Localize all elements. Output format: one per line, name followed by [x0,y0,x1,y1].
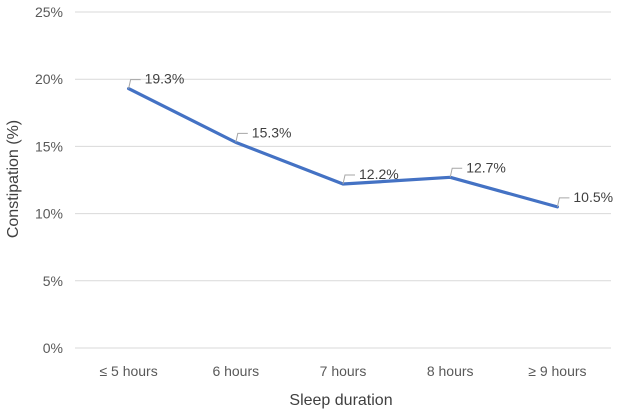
series-line [127,87,560,209]
y-axis-label: Constipation (%) [5,120,22,238]
data-label: 10.5% [573,189,613,205]
series-line-path [127,87,560,209]
data-label-leader [342,174,355,185]
data-label: 19.3% [145,71,185,87]
data-label: 15.3% [252,124,292,140]
y-tick-label: 20% [35,71,63,87]
data-label-leader [235,132,248,143]
data-label-leader [556,197,570,207]
y-tick-label: 10% [35,206,63,222]
y-tick-label: 5% [43,273,63,289]
x-tick-label: 7 hours [320,363,367,379]
data-label-leader [449,167,463,178]
x-tick-labels: ≤ 5 hours 6 hours 7 hours 8 hours ≥ 9 hours [99,363,586,379]
y-tick-label: 25% [35,4,63,20]
data-label: 12.2% [359,166,399,182]
x-tick-label: ≥ 9 hours [528,363,586,379]
x-axis-label: Sleep duration [289,392,392,409]
x-tick-label: 8 hours [427,363,474,379]
data-label: 12.7% [466,159,506,175]
data-labels: 19.3% 15.3% 12.2% 12.7% 10.5% [128,71,613,207]
y-tick-labels: 0% 5% 10% 15% 20% 25% [35,4,63,356]
data-label-leader [128,79,141,89]
x-tick-label: ≤ 5 hours [99,363,157,379]
x-tick-label: 6 hours [212,363,259,379]
y-tick-label: 15% [35,138,63,154]
gridlines [75,11,611,349]
y-tick-label: 0% [43,340,63,356]
